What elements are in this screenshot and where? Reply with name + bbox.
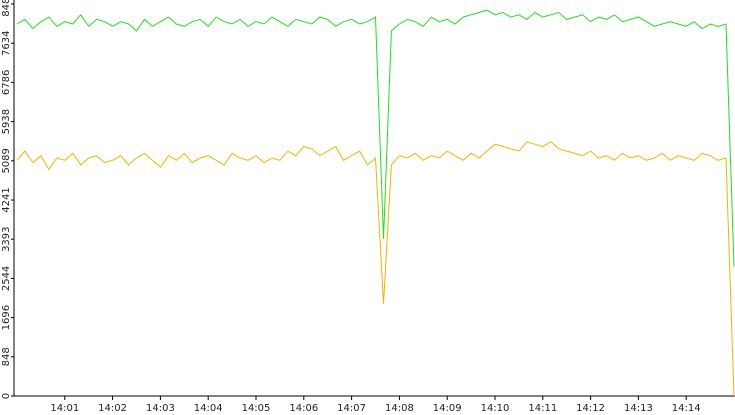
x-tick-label: 14:05 <box>242 403 271 414</box>
y-tick-label: 0 <box>1 393 12 399</box>
x-tick-label: 14:06 <box>289 403 318 414</box>
x-tick-label: 14:01 <box>50 403 79 414</box>
y-tick-label: 6786 <box>1 70 12 95</box>
series-line <box>16 9 735 267</box>
y-tick-label: 4241 <box>1 187 12 212</box>
y-tick-label: 7634 <box>1 31 12 56</box>
x-tick-label: 14:09 <box>433 403 462 414</box>
x-tick-label: 14:10 <box>481 403 510 414</box>
y-tick-label: 8483 <box>1 0 12 17</box>
y-tick-label: 2544 <box>1 266 12 291</box>
x-tick-label: 14:03 <box>146 403 175 414</box>
y-tick-label: 5089 <box>1 148 12 173</box>
x-tick-label: 14:02 <box>98 403 127 414</box>
y-tick-label: 3393 <box>1 226 12 251</box>
x-tick-label: 14:04 <box>194 403 223 414</box>
series-line <box>16 141 735 397</box>
y-tick-label: 5938 <box>1 109 12 134</box>
x-tick-label: 14:14 <box>672 403 701 414</box>
x-tick-label: 14:12 <box>576 403 605 414</box>
x-tick-label: 14:07 <box>337 403 366 414</box>
y-tick-label: 1696 <box>1 305 12 330</box>
y-tick-label: 848 <box>1 347 12 366</box>
x-tick-label: 14:08 <box>385 403 414 414</box>
x-tick-label: 14:13 <box>624 403 653 414</box>
x-tick-label: 14:11 <box>528 403 557 414</box>
